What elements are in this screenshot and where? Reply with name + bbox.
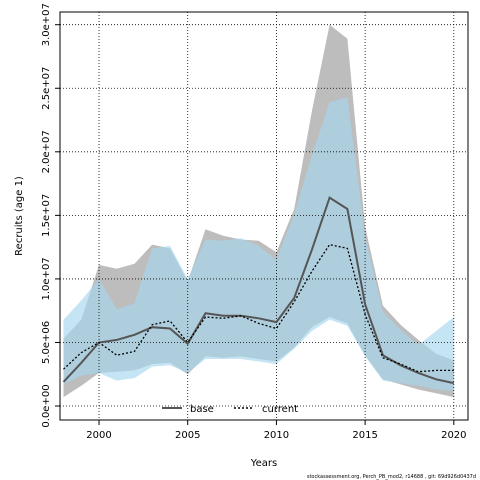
- legend-label-base: base: [190, 404, 214, 415]
- grid-lines: [60, 12, 468, 420]
- y-tick-label: 0.0e+00: [41, 384, 52, 427]
- y-tick-label: 3.0e+07: [41, 3, 52, 46]
- x-axis: 2000 2005 2010 2015 2020: [86, 420, 467, 441]
- confidence-bands: [63, 24, 454, 398]
- y-axis: 0.0e+00 5.0e+06 1.0e+07 1.5e+07 2.0e+07 2.5e+…: [41, 3, 60, 428]
- band-current: [63, 97, 454, 391]
- x-tick-label: 2000: [86, 430, 111, 441]
- x-tick-label: 2015: [352, 430, 377, 441]
- y-tick-label: 2.0e+07: [41, 130, 52, 173]
- y-tick-label: 1.0e+07: [41, 257, 52, 300]
- series-lines: [62, 196, 455, 385]
- x-axis-title: Years: [250, 458, 277, 469]
- legend-label-current: current: [262, 404, 298, 415]
- y-axis-title: Recruits (age 1): [14, 176, 25, 256]
- legend: base current: [162, 404, 298, 415]
- x-tick-label: 2010: [264, 430, 289, 441]
- y-tick-label: 5.0e+06: [41, 321, 52, 364]
- plot-frame: [59, 11, 469, 421]
- series-line-current: [63, 243, 454, 373]
- y-tick-label: 2.5e+07: [41, 67, 52, 110]
- x-tick-label: 2020: [441, 430, 466, 441]
- footer-credit: stockassessment.org, Perch_PB_mod2, r146…: [307, 474, 476, 480]
- x-tick-label: 2005: [175, 430, 200, 441]
- y-tick-label: 1.5e+07: [41, 194, 52, 237]
- series-line-base: [62, 196, 455, 385]
